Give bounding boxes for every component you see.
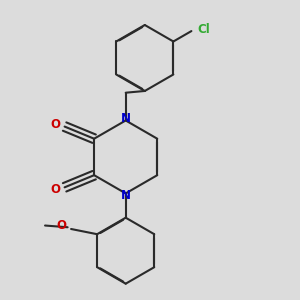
Text: Cl: Cl [197,23,210,36]
Text: N: N [121,112,131,125]
Text: O: O [56,219,66,232]
Text: O: O [50,183,60,196]
Text: N: N [121,189,131,202]
Text: O: O [50,118,60,131]
